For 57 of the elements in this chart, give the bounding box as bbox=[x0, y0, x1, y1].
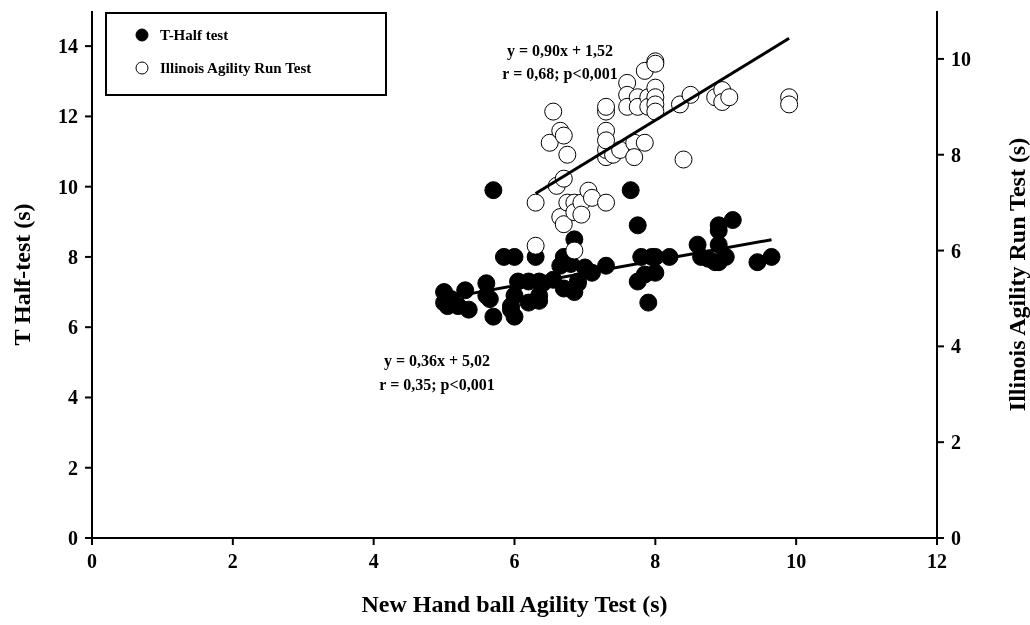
x-tick-label: 8 bbox=[650, 550, 661, 572]
point bbox=[572, 205, 591, 224]
y2-tick-label: 2 bbox=[951, 431, 961, 454]
point bbox=[484, 307, 503, 326]
point bbox=[597, 193, 616, 212]
point bbox=[621, 181, 640, 200]
point bbox=[505, 286, 524, 305]
annotation: r = 0,68; p<0,001 bbox=[502, 65, 618, 83]
x-tick-label: 0 bbox=[87, 550, 97, 572]
point bbox=[635, 133, 654, 152]
y-tick-label: 4 bbox=[68, 386, 78, 409]
point bbox=[762, 247, 781, 266]
y-tick-label: 6 bbox=[68, 316, 78, 339]
point bbox=[780, 95, 799, 114]
y-tick-label: 14 bbox=[58, 35, 78, 58]
point bbox=[723, 211, 742, 230]
point bbox=[558, 145, 577, 164]
legend-label: T-Half test bbox=[160, 27, 229, 43]
y2-tick-label: 6 bbox=[951, 239, 961, 262]
legend-label: Illinois Agility Run Test bbox=[160, 60, 312, 76]
point bbox=[716, 247, 735, 266]
point bbox=[480, 290, 499, 309]
y-tick-label: 2 bbox=[68, 456, 78, 479]
point bbox=[628, 216, 647, 235]
point bbox=[484, 181, 503, 200]
x-tick-label: 2 bbox=[227, 550, 238, 572]
point bbox=[526, 236, 545, 255]
x-tick-label: 10 bbox=[786, 550, 807, 572]
y2-axis-title: Illinois Agility Run Test (s) bbox=[1004, 137, 1030, 412]
y-axis-title: T Half-test (s) bbox=[9, 203, 35, 346]
x-tick-label: 12 bbox=[927, 550, 947, 572]
point bbox=[625, 148, 644, 167]
annotation: y = 0,90x + 1,52 bbox=[506, 42, 614, 60]
point bbox=[720, 88, 739, 107]
x-tick-label: 4 bbox=[368, 550, 379, 572]
y2-tick-label: 0 bbox=[951, 527, 961, 549]
y-tick-label: 8 bbox=[68, 245, 78, 268]
x-axis-title: New Hand ball Agility Test (s) bbox=[361, 591, 668, 617]
annotation: r = 0,35; p<0,001 bbox=[379, 376, 495, 394]
y-tick-label: 0 bbox=[68, 527, 78, 549]
point bbox=[597, 131, 616, 150]
point bbox=[639, 293, 658, 312]
annotation: y = 0,36x + 5,02 bbox=[383, 352, 491, 370]
point bbox=[505, 307, 524, 326]
point bbox=[565, 241, 584, 260]
point bbox=[459, 300, 478, 319]
y-tick-label: 12 bbox=[58, 105, 78, 128]
y2-tick-label: 4 bbox=[951, 335, 961, 358]
point bbox=[597, 97, 616, 116]
x-tick-label: 6 bbox=[509, 550, 520, 572]
point bbox=[582, 188, 601, 207]
point bbox=[554, 126, 573, 145]
point bbox=[554, 215, 573, 234]
y2-tick-label: 8 bbox=[951, 143, 961, 166]
y2-tick-label: 10 bbox=[951, 47, 971, 70]
y-tick-label: 10 bbox=[58, 175, 78, 198]
point bbox=[748, 253, 767, 272]
